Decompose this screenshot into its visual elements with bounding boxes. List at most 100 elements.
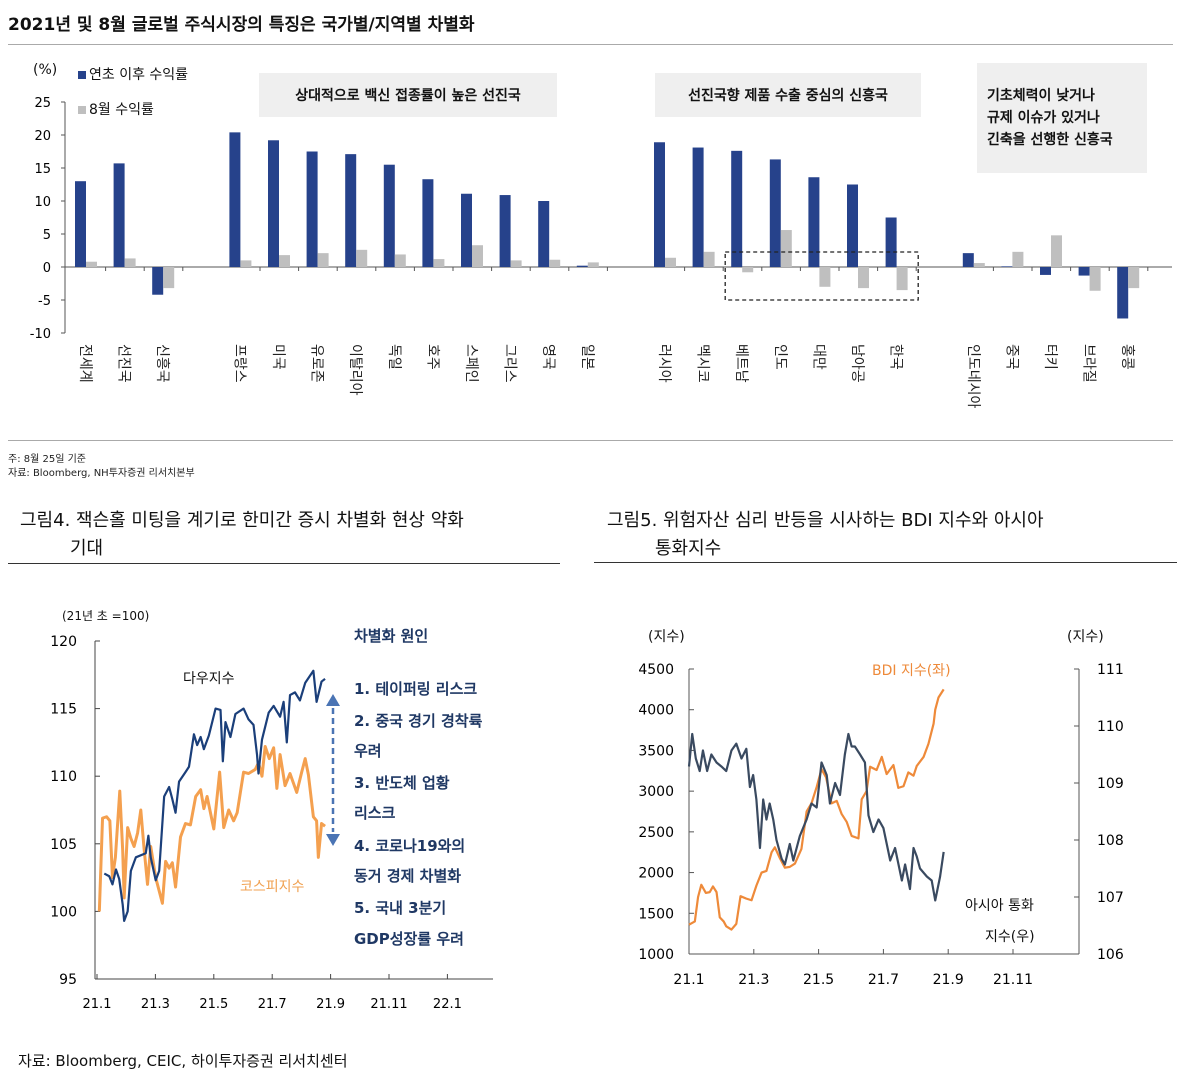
y-tick-label: 5	[43, 228, 51, 243]
bar-aug-인도네시아	[973, 263, 985, 267]
line-bdi	[688, 688, 945, 931]
x-tick-label: 21.11	[370, 997, 407, 1012]
cause-item: GDP성장률 우려	[354, 930, 464, 948]
note: 주: 8월 25일 기준	[8, 454, 86, 465]
bar-aug-터키	[1051, 235, 1062, 267]
category-label: 호주	[424, 344, 441, 370]
bar-aug-독일	[394, 254, 406, 267]
bar-aug-멕시코	[703, 251, 715, 267]
y-tick-label: 120	[50, 634, 77, 650]
line-asia-fx	[687, 732, 945, 902]
bar-ytd-일본	[576, 265, 588, 267]
y-tick-label: 15	[34, 162, 51, 177]
bar-aug-베트남	[742, 267, 754, 273]
category-label: 일본	[578, 344, 595, 370]
cause-item: 동거 경제 차별화	[354, 867, 462, 885]
x-tick-label: 21.1	[83, 997, 112, 1012]
bar-ytd-영국	[538, 201, 550, 267]
annotation-line: 기초체력이 낮거나	[987, 88, 1095, 104]
bar-ytd-호주	[422, 179, 434, 267]
category-label: 이탈리아	[347, 344, 364, 396]
y-tick-label-right: 108	[1097, 833, 1124, 849]
y-tick-label: 20	[34, 129, 51, 144]
x-tick-label: 21.11	[993, 972, 1033, 988]
figure5-chart: 4500 4000 3500 3000 2500 2000 1500 1000 111 110 10…	[638, 662, 1124, 988]
bar-aug-호주	[433, 259, 445, 267]
x-tick-label: 21.7	[258, 997, 287, 1012]
x-tick-label: 21.9	[316, 997, 345, 1012]
bar-ytd-중국	[1001, 266, 1013, 267]
y-tick-label-left: 2500	[638, 825, 674, 841]
arrow-up-icon	[326, 694, 340, 706]
y-tick-label: 0	[43, 261, 51, 276]
bar-aug-신흥국	[163, 267, 175, 289]
category-label: 대만	[810, 344, 827, 370]
bar-aug-미국	[279, 255, 290, 267]
annotation-box-developed: 상대적으로 백신 접종률이 높은 선진국	[259, 73, 557, 117]
x-tick-label: 21.5	[199, 997, 228, 1012]
cause-item: 1. 테이퍼링 리스크	[354, 680, 478, 698]
bar-aug-한국	[896, 267, 908, 291]
bar-ytd-선진국	[113, 163, 125, 267]
category-label: 프랑스	[231, 344, 248, 383]
category-label: 베트남	[733, 344, 750, 383]
legend-swatch	[78, 106, 86, 114]
bar-aug-브라질	[1089, 267, 1101, 291]
figure4-title-cont: 기대	[70, 538, 104, 559]
category-label: 그리스	[501, 344, 518, 383]
bar-ytd-대만	[808, 177, 820, 267]
cause-item: 2. 중국 경기 경착륙	[354, 712, 483, 730]
y-tick-label: 105	[50, 837, 77, 853]
bar-aug-대만	[819, 267, 831, 287]
category-label: 한국	[887, 344, 904, 370]
category-label: 미국	[270, 344, 286, 370]
bar-aug-유로존	[317, 253, 329, 267]
bar-ytd-남아공	[847, 184, 858, 267]
bar-ytd-신흥국	[152, 267, 164, 295]
bar-ytd-이탈리아	[345, 154, 357, 267]
legend-swatch	[78, 71, 86, 79]
category-label: 독일	[385, 344, 402, 370]
bar-aug-홍콩	[1128, 267, 1140, 289]
y-tick-label: 10	[34, 195, 51, 210]
figure5-title: 그림5. 위험자산 심리 반등을 시사하는 BDI 지수와 아시아	[607, 510, 1044, 531]
x-tick-label: 21.3	[141, 997, 170, 1012]
y-tick-label-left: 1000	[638, 947, 674, 963]
y-tick-label-left: 2000	[638, 866, 674, 882]
cause-item: 4. 코로나19와의	[354, 837, 466, 855]
bar-aug-중국	[1012, 251, 1024, 267]
category-label: 멕시코	[694, 344, 711, 383]
footer-source: 자료: Bloomberg, CEIC, 하이투자증권 리서치센터	[18, 1052, 348, 1070]
category-label: 중국	[1003, 344, 1020, 370]
y-axis-label-left: (지수)	[648, 629, 685, 645]
y-axis-label: (21년 초 =100)	[62, 609, 150, 623]
category-label: 신흥국	[154, 344, 171, 383]
cause-item: 리스크	[354, 804, 396, 822]
page-title: 2021년 및 8월 글로벌 주식시장의 특징은 국가별/지역별 차별화	[8, 15, 475, 35]
y-tick-label: 110	[50, 769, 77, 785]
category-label: 브라질	[1080, 344, 1097, 383]
category-label: 유로존	[308, 344, 325, 383]
category-label: 터키	[1042, 344, 1058, 370]
annotation-box-export-em: 선진국향 제품 수출 중심의 신흥국	[655, 73, 921, 117]
bar-ytd-브라질	[1078, 267, 1090, 276]
annotation-line: 규제 이슈가 있거나	[987, 110, 1100, 126]
x-tick-label: 22.1	[433, 997, 462, 1012]
y-tick-label-right: 107	[1097, 890, 1124, 906]
x-tick-label: 21.1	[673, 972, 704, 988]
bar-aug-선진국	[124, 258, 136, 267]
legend-item-aug: 8월 수익률	[78, 99, 154, 119]
series-label-asia-fx: 아시아 통화	[965, 898, 1034, 914]
bar-aug-영국	[549, 259, 561, 267]
y-tick-label: -5	[38, 294, 51, 309]
y-tick-label: -10	[30, 327, 51, 342]
category-label: 홍콩	[1119, 344, 1136, 370]
bar-ytd-터키	[1040, 267, 1051, 275]
y-tick-label-left: 3500	[638, 743, 674, 759]
legend-label: 8월 수익률	[89, 102, 154, 118]
bar-ytd-독일	[383, 164, 395, 267]
x-tick-label: 21.3	[738, 972, 769, 988]
legend-label: 연초 이후 수익률	[89, 67, 189, 83]
divider	[8, 440, 1173, 441]
bar-aug-남아공	[858, 267, 869, 289]
